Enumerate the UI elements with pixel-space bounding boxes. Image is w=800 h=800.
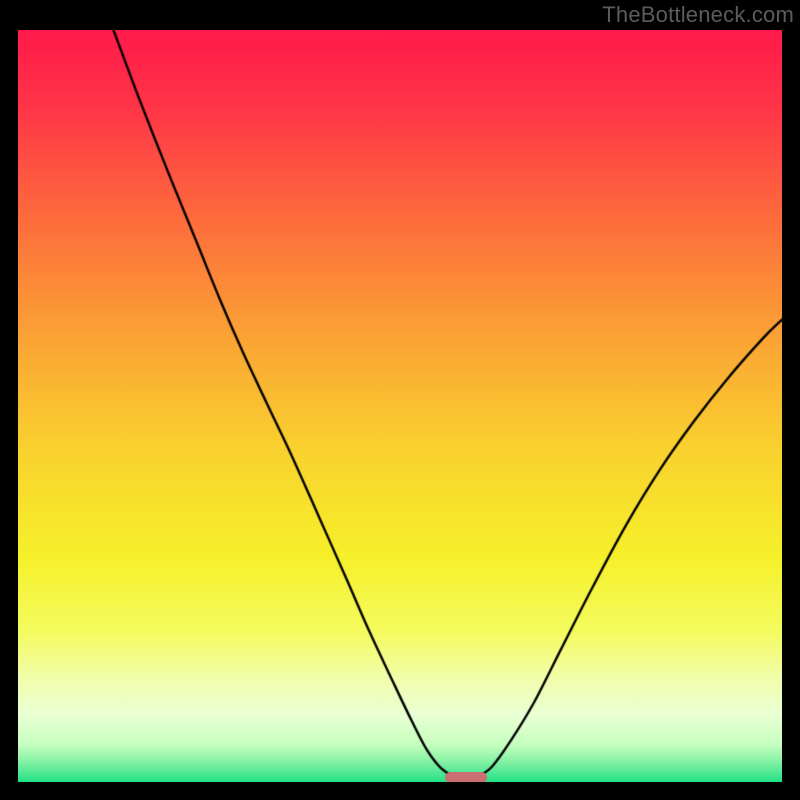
chart-stage: TheBottleneck.com — [0, 0, 800, 800]
curve-canvas — [18, 30, 782, 782]
minimum-marker — [445, 772, 487, 782]
watermark-text: TheBottleneck.com — [596, 0, 800, 32]
plot-area — [18, 30, 782, 782]
